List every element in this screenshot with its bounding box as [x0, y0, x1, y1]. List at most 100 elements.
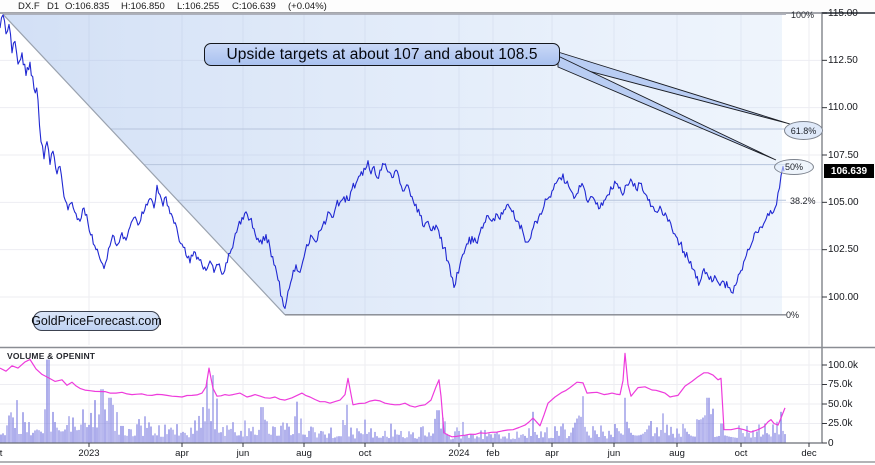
volume-bar — [768, 434, 770, 443]
volume-bar — [690, 435, 692, 443]
volume-bar — [270, 434, 272, 443]
time-axis-label: jun — [607, 448, 621, 459]
volume-bar — [398, 434, 400, 443]
volume-bar — [178, 435, 180, 443]
volume-bar — [84, 422, 86, 443]
volume-bar — [72, 417, 74, 443]
volume-bar — [476, 436, 478, 443]
volume-bar — [528, 428, 530, 443]
volume-bar — [656, 427, 658, 443]
volume-bar — [12, 417, 14, 443]
volume-bar — [288, 426, 290, 443]
volume-bar — [240, 430, 242, 443]
volume-bar — [332, 438, 334, 443]
volume-bar — [470, 434, 472, 443]
volume-bar — [514, 438, 516, 443]
volume-bar — [510, 439, 512, 443]
volume-bar — [524, 435, 526, 443]
volume-bar — [754, 437, 756, 443]
price-axis-label: 100.00 — [828, 291, 859, 303]
volume-bar — [46, 359, 48, 443]
volume-bar — [432, 433, 434, 443]
volume-bar — [716, 436, 718, 443]
volume-bar — [292, 434, 294, 443]
volume-bar — [224, 435, 226, 443]
volume-bar — [60, 431, 62, 443]
volume-bar — [500, 438, 502, 443]
fib-trend-line[interactable] — [2, 13, 286, 316]
volume-bar — [742, 433, 744, 443]
volume-bar — [298, 433, 300, 443]
volume-bar — [122, 425, 124, 443]
volume-bar — [278, 435, 280, 443]
volume-bar — [158, 425, 160, 443]
volume-bar — [438, 410, 440, 443]
timeframe-label: D1 — [47, 1, 60, 12]
volume-bar — [430, 435, 432, 443]
volume-bar — [346, 404, 348, 443]
volume-bar — [386, 436, 388, 443]
volume-bar — [272, 426, 274, 443]
volume-bar — [404, 438, 406, 443]
volume-bar — [776, 421, 778, 443]
volume-bar — [694, 436, 696, 443]
price-axis-label: 102.50 — [828, 244, 859, 256]
volume-bar — [276, 435, 278, 443]
volume-bar — [286, 423, 288, 443]
volume-bar — [234, 432, 236, 443]
volume-bar — [774, 432, 776, 443]
volume-bar — [620, 433, 622, 443]
volume-bar — [100, 389, 102, 443]
volume-bar — [370, 428, 372, 443]
volume-bar — [4, 435, 6, 443]
volume-bar — [280, 425, 282, 443]
volume-bar — [164, 424, 166, 443]
volume-bar — [274, 427, 276, 443]
volume-bar — [162, 436, 164, 443]
volume-bar — [568, 436, 570, 443]
fib-target-ellipse-50[interactable]: 50% — [774, 159, 814, 175]
volume-bar — [646, 429, 648, 443]
volume-bar — [74, 426, 76, 443]
volume-bar — [668, 435, 670, 443]
volume-bar — [314, 432, 316, 443]
volume-bar — [732, 437, 734, 443]
time-axis-label: aug — [669, 448, 685, 459]
volume-bar — [706, 397, 708, 443]
volume-bar — [680, 436, 682, 443]
volume-bar — [558, 435, 560, 443]
volume-bar — [588, 435, 590, 443]
fib-label-382: 38.2% — [790, 196, 816, 206]
volume-bar — [766, 433, 768, 443]
volume-bar — [22, 412, 24, 443]
volume-bar — [770, 436, 772, 443]
volume-bar — [376, 436, 378, 443]
annotation-callout[interactable]: Upside targets at about 107 and about 10… — [204, 43, 560, 66]
volume-bar — [200, 427, 202, 443]
time-axis-label: 2024 — [448, 448, 470, 459]
volume-bar — [78, 429, 80, 443]
volume-bar — [52, 411, 54, 443]
open-value: O:106.835 — [65, 1, 110, 12]
volume-bar — [712, 408, 714, 443]
current-price-tag: 106.639 — [824, 164, 874, 178]
volume-bar — [140, 425, 142, 443]
volume-bar — [54, 422, 56, 443]
volume-bar — [522, 434, 524, 443]
volume-bar — [214, 429, 216, 443]
volume-bar — [602, 431, 604, 443]
fib-target-ellipse-618[interactable]: 61.8% — [784, 121, 823, 140]
volume-bar — [616, 428, 618, 443]
volume-bar — [484, 429, 486, 443]
volume-bar — [700, 419, 702, 443]
volume-bar — [88, 424, 90, 443]
open-interest-line — [0, 352, 786, 438]
volume-bar — [348, 436, 350, 443]
volume-bar — [462, 421, 464, 443]
volume-bar — [324, 434, 326, 443]
volume-bar — [268, 433, 270, 443]
volume-bar — [596, 434, 598, 443]
volume-bar — [526, 437, 528, 443]
